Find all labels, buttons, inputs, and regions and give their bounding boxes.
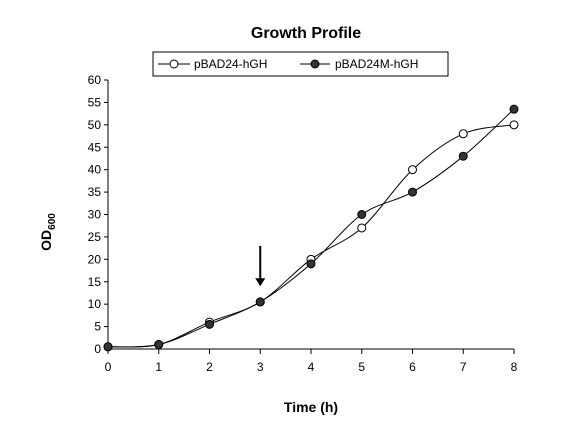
data-point-series-1 xyxy=(408,165,417,175)
y-tick-label: 5 xyxy=(94,320,101,334)
data-point-series-2 xyxy=(408,187,417,197)
data-point-series-1 xyxy=(509,120,519,130)
x-tick-label: 2 xyxy=(206,360,213,374)
y-tick-label: 15 xyxy=(88,275,102,289)
y-tick-label: 60 xyxy=(88,73,102,87)
legend-marker-series-1 xyxy=(169,59,179,69)
x-tick-label: 1 xyxy=(155,360,162,374)
x-axis-ticks: 0 1 2 3 4 5 6 7 8 xyxy=(105,349,518,374)
y-tick-label: 0 xyxy=(94,342,101,356)
series-line-2 xyxy=(107,108,515,348)
y-tick-label: 25 xyxy=(88,230,102,244)
x-tick-label: 6 xyxy=(409,360,416,374)
x-tick-label: 3 xyxy=(257,360,264,374)
data-point-series-1 xyxy=(357,223,367,233)
data-point-series-2 xyxy=(306,259,316,269)
y-tick-label: 55 xyxy=(88,95,102,109)
legend-label-series-2: pBAD24M-hGH xyxy=(335,57,418,71)
y-tick-label: 40 xyxy=(88,163,102,177)
x-tick-label: 7 xyxy=(460,360,467,374)
legend: pBAD24-hGH pBAD24M-hGH xyxy=(152,51,449,77)
x-tick-label: 0 xyxy=(105,360,112,374)
y-tick-label: 20 xyxy=(88,252,102,266)
x-tick-label: 5 xyxy=(358,360,365,374)
legend-label-series-1: pBAD24-hGH xyxy=(194,57,267,71)
y-tick-label: 50 xyxy=(88,118,102,132)
data-point-series-2 xyxy=(357,210,367,219)
data-point-series-2 xyxy=(255,297,265,307)
legend-marker-series-2 xyxy=(310,59,320,69)
y-axis-title-main: OD xyxy=(38,230,54,251)
chart-title: Growth Profile xyxy=(251,25,361,42)
y-tick-label: 35 xyxy=(88,185,102,199)
y-tick-label: 45 xyxy=(88,140,102,154)
data-point-series-2 xyxy=(154,340,164,350)
x-tick-label: 4 xyxy=(308,360,315,374)
y-tick-label: 30 xyxy=(88,208,102,222)
annotation-arrow-head xyxy=(255,278,266,287)
series-layer xyxy=(103,104,519,352)
y-tick-label: 10 xyxy=(88,297,102,311)
y-axis-ticks: 0 5 10 15 20 25 30 35 40 45 50 55 60 xyxy=(88,73,108,356)
y-axis-title: OD600 xyxy=(38,213,58,251)
annotation-layer xyxy=(255,245,266,287)
x-axis-title: Time (h) xyxy=(284,399,338,415)
data-point-series-1 xyxy=(458,129,468,139)
y-axis-title-subscript: 600 xyxy=(47,213,58,230)
x-tick-label: 8 xyxy=(511,360,518,374)
series-line-1 xyxy=(107,124,515,348)
data-point-series-2 xyxy=(205,319,214,329)
data-point-series-2 xyxy=(458,151,468,161)
data-point-series-2 xyxy=(103,342,113,352)
data-point-series-2 xyxy=(509,104,519,114)
